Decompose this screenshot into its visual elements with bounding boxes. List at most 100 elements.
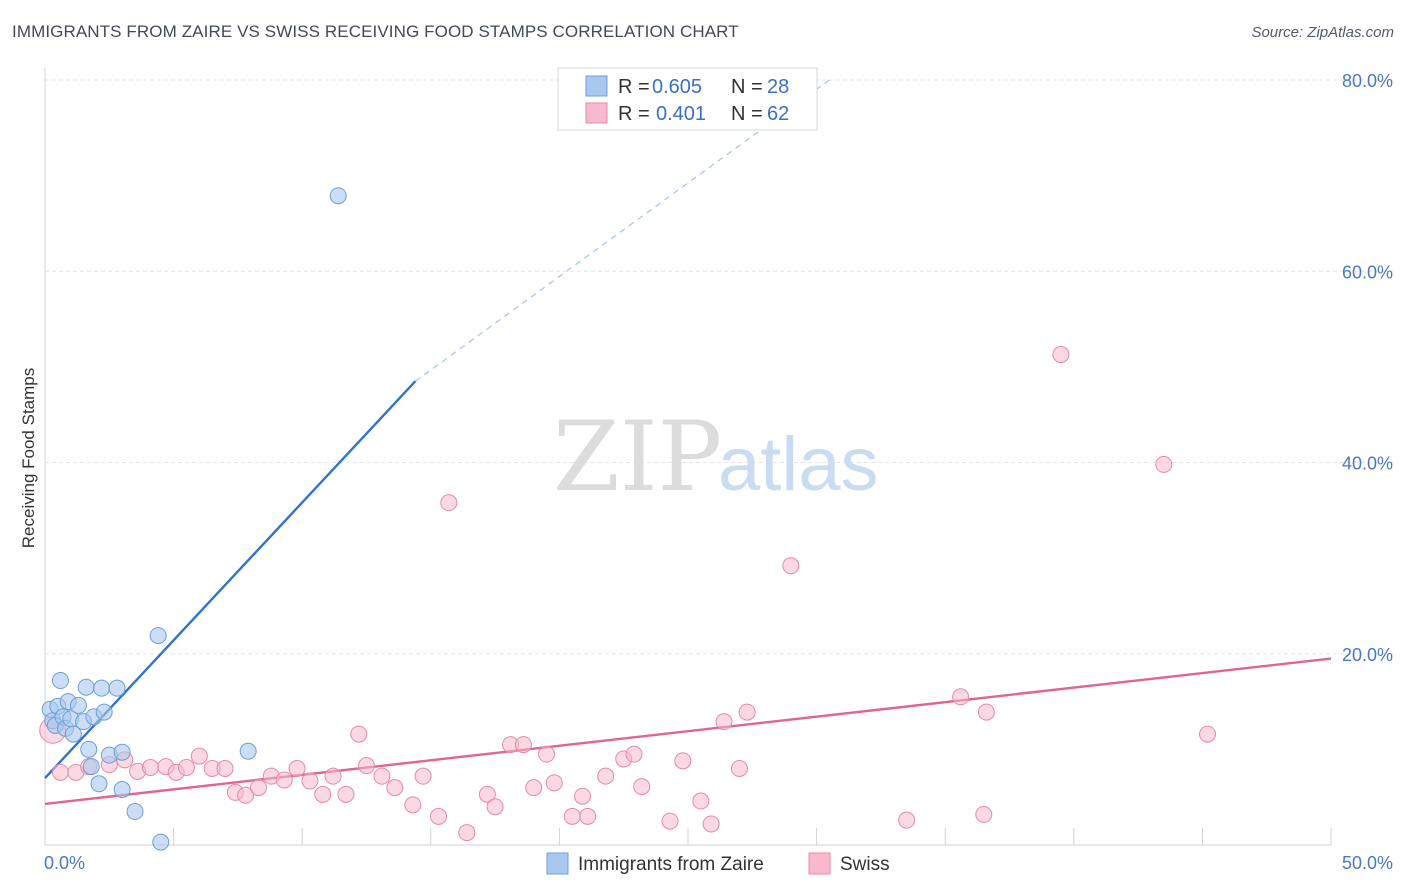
data-points: [39, 187, 1217, 851]
point-swiss: [574, 787, 592, 805]
point-swiss: [190, 747, 208, 765]
point-swiss: [898, 811, 916, 829]
point-swiss: [1199, 725, 1217, 743]
point-swiss: [51, 763, 69, 781]
grid-lines: [45, 79, 1393, 655]
point-swiss: [702, 815, 720, 833]
point-zaire: [95, 703, 113, 721]
legend-swatch-swiss: [585, 102, 608, 124]
series-legend-label-zaire: Immigrants from Zaire: [578, 854, 764, 875]
series-legend-swatch-swiss: [808, 852, 831, 875]
page-title: IMMIGRANTS FROM ZAIRE VS SWISS RECEIVING…: [12, 22, 739, 41]
point-swiss: [952, 688, 970, 706]
point-zaire: [80, 740, 98, 758]
x-ticks: [173, 828, 1332, 845]
point-zaire: [82, 758, 100, 776]
point-swiss: [597, 767, 615, 785]
point-swiss: [738, 703, 756, 721]
point-zaire: [108, 679, 126, 697]
point-zaire: [113, 743, 131, 761]
point-zaire: [126, 803, 144, 821]
point-swiss: [458, 824, 476, 842]
point-swiss: [538, 745, 556, 763]
point-swiss: [633, 778, 651, 796]
x-tick-labels: 0.0% 50.0%: [44, 853, 1393, 873]
point-swiss: [674, 752, 692, 770]
legend-r-label-2: R =: [618, 103, 650, 125]
point-swiss: [692, 792, 710, 810]
y-tick-label: 40.0%: [1342, 454, 1393, 474]
point-swiss: [478, 785, 496, 803]
trend-line-swiss: [44, 657, 1332, 806]
legend-r-value-1: 0.605: [652, 76, 702, 98]
stats-legend: R = 0.605 N = 28 R = 0.401 N = 62: [557, 67, 818, 131]
series-legend: Immigrants from Zaire Swiss: [546, 852, 890, 875]
point-swiss: [975, 805, 993, 823]
point-swiss: [216, 760, 234, 777]
watermark-zip: ZIP: [553, 401, 722, 513]
legend-n-label-2: N =: [731, 103, 763, 125]
point-swiss: [514, 736, 532, 754]
source-credit: Source: ZipAtlas.com: [1251, 24, 1394, 41]
point-swiss: [1155, 455, 1173, 473]
point-swiss: [324, 767, 342, 785]
point-swiss: [440, 494, 458, 512]
point-swiss: [275, 771, 293, 789]
point-zaire: [93, 679, 111, 697]
point-zaire: [239, 742, 257, 760]
point-swiss: [358, 757, 375, 775]
point-swiss: [579, 807, 597, 825]
point-zaire: [152, 833, 170, 851]
point-swiss: [525, 779, 543, 797]
legend-swatch-zaire: [585, 75, 608, 97]
trend-line-zaire-extension: [415, 79, 830, 382]
point-zaire: [51, 672, 69, 690]
point-swiss: [404, 796, 422, 814]
point-swiss: [625, 745, 643, 763]
point-zaire: [329, 187, 347, 205]
y-tick-label: 20.0%: [1342, 645, 1393, 665]
point-zaire: [69, 696, 87, 714]
series-legend-label-swiss: Swiss: [840, 854, 890, 875]
point-swiss: [141, 759, 159, 777]
point-swiss: [301, 772, 319, 790]
point-swiss: [386, 779, 404, 797]
point-swiss: [563, 807, 581, 825]
y-tick-label: 60.0%: [1342, 262, 1393, 282]
watermark-atlas: atlas: [718, 422, 879, 507]
point-zaire: [64, 725, 82, 743]
legend-r-value-2: 0.401: [656, 103, 706, 125]
y-tick-label: 80.0%: [1342, 71, 1393, 91]
point-swiss: [288, 760, 306, 777]
point-swiss: [249, 779, 267, 797]
x-tick-label-max: 50.0%: [1342, 853, 1393, 873]
legend-n-label-1: N =: [731, 76, 763, 98]
point-swiss: [1052, 345, 1070, 363]
watermark: ZIP atlas: [553, 401, 879, 513]
legend-n-value-2: 62: [767, 103, 789, 125]
series-legend-swatch-zaire: [546, 852, 569, 875]
point-swiss: [177, 759, 195, 777]
point-zaire: [90, 775, 108, 793]
point-swiss: [486, 798, 504, 816]
point-swiss: [545, 774, 563, 792]
y-tick-labels: 20.0% 40.0% 60.0% 80.0%: [1342, 71, 1393, 665]
x-tick-label-min: 0.0%: [44, 853, 85, 873]
point-swiss: [715, 713, 733, 731]
legend-r-label-1: R =: [618, 76, 650, 98]
point-zaire: [113, 781, 131, 799]
point-swiss: [350, 725, 368, 743]
point-zaire: [149, 627, 167, 645]
point-swiss: [414, 767, 432, 785]
legend-n-value-1: 28: [767, 76, 789, 98]
point-swiss: [373, 767, 391, 785]
point-swiss: [730, 760, 748, 777]
point-swiss: [337, 785, 355, 803]
point-swiss: [661, 812, 679, 830]
point-zaire: [77, 678, 95, 696]
point-swiss: [237, 786, 255, 804]
point-swiss: [782, 557, 800, 575]
y-axis-label: Receiving Food Stamps: [19, 368, 38, 548]
point-swiss: [314, 785, 332, 803]
